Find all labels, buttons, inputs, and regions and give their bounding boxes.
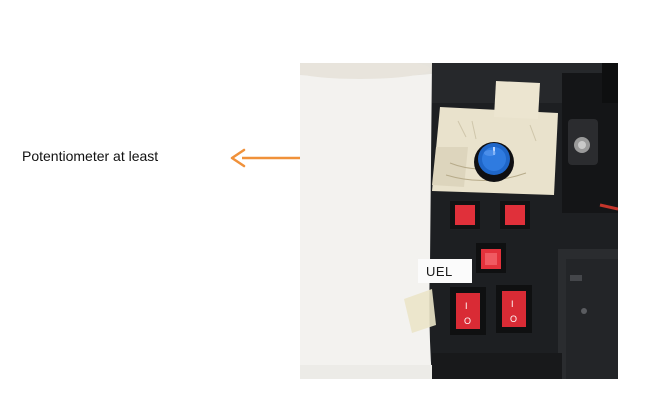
device-photo: UEL I O I O — [300, 63, 618, 379]
switch-on-mark: I — [511, 299, 514, 309]
rocker-switch — [502, 291, 526, 327]
rocker-switch — [456, 293, 480, 329]
annotation-caption: Potentiometer at least — [22, 148, 159, 164]
switch-off-mark: O — [464, 316, 471, 326]
device-photo-illustration: UEL I O I O — [300, 63, 618, 379]
red-push-button — [505, 205, 525, 225]
panel-label-text: UEL — [426, 264, 453, 279]
switch-on-mark: I — [465, 301, 468, 311]
panel-label — [418, 259, 472, 283]
switch-off-mark: O — [510, 314, 517, 324]
red-push-button — [455, 205, 475, 225]
arrow-head — [230, 148, 246, 168]
